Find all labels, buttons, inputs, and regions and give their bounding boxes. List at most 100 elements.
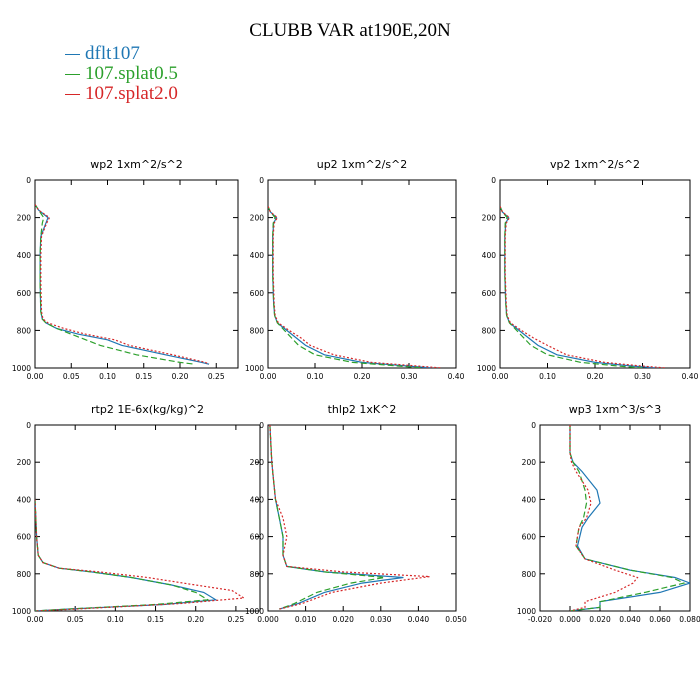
y-tick-label: 0	[491, 176, 496, 185]
y-tick-label: 600	[250, 533, 265, 542]
y-tick-label: 400	[482, 251, 497, 260]
series-line-3	[35, 499, 246, 611]
plot-frame	[34, 179, 239, 369]
y-tick-label: 0	[259, 176, 264, 185]
chart-panel-2: up2 1xm^2/s^2 0.00 0.10 0.20 0.30 0.40 0 200 400…	[245, 158, 465, 381]
panel-title: wp3 1xm^3/s^3	[569, 403, 662, 416]
y-tick-label: 400	[250, 495, 265, 504]
x-tick-label: 0.020	[589, 615, 611, 624]
x-tick-label: 0.10	[107, 615, 124, 624]
legend: dflt107 107.splat0.5 107.splat2.0	[65, 44, 178, 104]
x-tick-label: 0.25	[208, 372, 225, 381]
y-tick-label: 600	[482, 289, 497, 298]
legend-entry-splat05: 107.splat0.5	[65, 64, 178, 84]
y-tick-label: 800	[17, 326, 32, 335]
x-tick-label: 0.080	[679, 615, 700, 624]
x-tick-label: 0.20	[587, 372, 604, 381]
x-tick-label: 0.30	[401, 372, 418, 381]
y-tick-label: 200	[17, 458, 32, 467]
x-tick-label: 0.10	[307, 372, 324, 381]
legend-label: dflt107	[85, 43, 140, 64]
legend-swatch	[65, 73, 80, 75]
series-line-1	[269, 425, 404, 610]
x-tick-label: 0.00	[492, 372, 509, 381]
x-tick-label: 0.05	[63, 372, 80, 381]
legend-entry-dflt107: dflt107	[65, 44, 178, 64]
x-tick-label: 0.020	[332, 615, 354, 624]
x-tick-label: 0.40	[448, 372, 465, 381]
y-tick-label: 600	[17, 289, 32, 298]
page-title: CLUBB VAR at190E,20N	[249, 20, 451, 41]
series-line-1	[569, 425, 690, 611]
x-tick-label: 0.00	[260, 372, 277, 381]
y-tick-label: 400	[522, 495, 537, 504]
y-tick-label: 0	[531, 421, 536, 430]
chart-panel-3: vp2 1xm^2/s^2 0.00 0.10 0.20 0.30 0.40 0 200 400…	[477, 158, 699, 381]
series-line-3	[269, 425, 430, 610]
legend-swatch	[65, 93, 80, 95]
y-tick-label: 800	[17, 570, 32, 579]
y-tick-label: 400	[250, 251, 265, 260]
series-line-3	[268, 206, 442, 368]
x-tick-label: 0.15	[135, 372, 152, 381]
x-tick-label: 0.25	[228, 615, 245, 624]
series-line-2	[269, 425, 385, 610]
y-tick-label: 1000	[245, 364, 264, 373]
chart-panel-4: rtp2 1E-6x(kg/kg)^2 0.00 0.05 0.10 0.15 0.20 0…	[12, 403, 261, 624]
plot-frame	[267, 179, 457, 369]
x-tick-label: 0.05	[67, 615, 84, 624]
x-tick-label: 0.20	[172, 372, 189, 381]
x-tick-label: 0.10	[539, 372, 556, 381]
series-line-2	[35, 204, 195, 365]
y-tick-label: 800	[522, 570, 537, 579]
x-tick-label: 0.000	[559, 615, 581, 624]
y-tick-label: 0	[26, 421, 31, 430]
x-tick-label: 0.00	[27, 372, 44, 381]
y-tick-label: 800	[250, 326, 265, 335]
x-tick-label: 0.040	[408, 615, 430, 624]
panel-title: thlp2 1xK^2	[328, 403, 397, 416]
y-tick-label: 200	[250, 458, 265, 467]
y-tick-label: 1000	[245, 607, 264, 616]
y-tick-label: 200	[250, 214, 265, 223]
x-tick-label: 0.010	[295, 615, 317, 624]
y-tick-label: 200	[482, 214, 497, 223]
series-line-3	[35, 204, 210, 365]
y-tick-label: 800	[482, 326, 497, 335]
y-tick-label: 400	[17, 495, 32, 504]
y-tick-label: 200	[17, 214, 32, 223]
legend-label: 107.splat2.0	[85, 83, 178, 104]
x-tick-label: 0.040	[619, 615, 641, 624]
x-tick-label: 0.050	[445, 615, 467, 624]
y-tick-label: 800	[250, 570, 265, 579]
y-tick-label: 400	[17, 251, 32, 260]
panel-title: vp2 1xm^2/s^2	[550, 158, 640, 171]
plot-frame	[539, 424, 691, 612]
series-line-2	[268, 206, 424, 368]
x-tick-label: 0.000	[257, 615, 279, 624]
plot-frame	[34, 424, 261, 612]
x-tick-label: 0.030	[370, 615, 392, 624]
series-line-2	[500, 206, 643, 368]
series-line-2	[569, 425, 686, 611]
y-tick-label: 0	[259, 421, 264, 430]
y-tick-label: 0	[26, 176, 31, 185]
series-line-1	[35, 204, 210, 365]
x-tick-label: 0.15	[147, 615, 164, 624]
series-line-2	[35, 499, 210, 611]
y-tick-label: 1000	[517, 607, 536, 616]
y-tick-label: 1000	[12, 607, 31, 616]
x-tick-label: 0.30	[634, 372, 651, 381]
x-tick-label: 0.10	[99, 372, 116, 381]
x-tick-label: 0.060	[649, 615, 671, 624]
y-tick-label: 600	[17, 533, 32, 542]
panel-title: rtp2 1E-6x(kg/kg)^2	[91, 403, 204, 416]
series-line-3	[569, 425, 639, 611]
y-tick-label: 600	[250, 289, 265, 298]
plot-frame	[499, 179, 691, 369]
chart-panel-1: wp2 1xm^2/s^2 0.00 0.05 0.10 0.15 0.20 0.25 0 20…	[12, 158, 239, 381]
y-tick-label: 600	[522, 533, 537, 542]
legend-label: 107.splat0.5	[85, 63, 178, 84]
x-tick-label: 0.20	[354, 372, 371, 381]
